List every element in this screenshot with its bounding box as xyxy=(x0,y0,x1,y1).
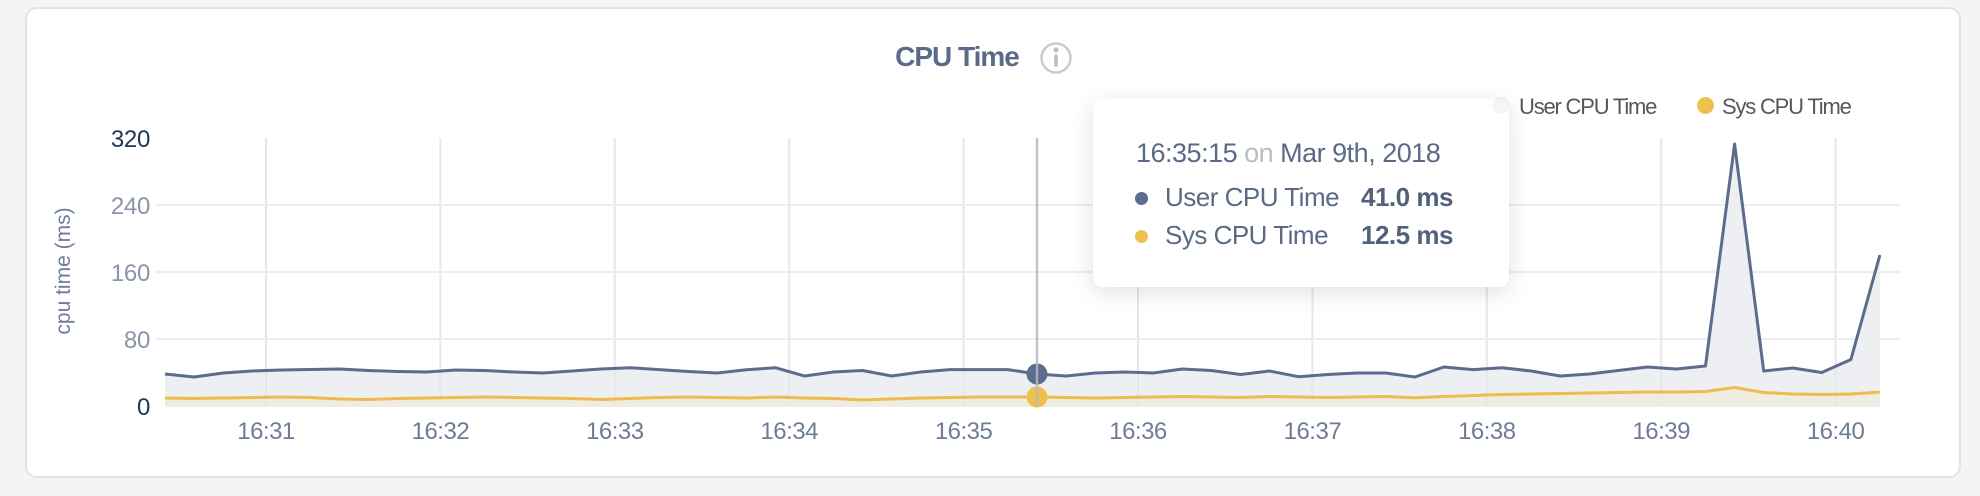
svg-text:16:35: 16:35 xyxy=(935,418,993,445)
svg-text:16:33: 16:33 xyxy=(586,418,644,445)
svg-text:80: 80 xyxy=(124,327,150,354)
svg-text:cpu time (ms): cpu time (ms) xyxy=(52,207,75,334)
svg-text:16:37: 16:37 xyxy=(1284,418,1342,445)
svg-text:16:36: 16:36 xyxy=(1109,418,1167,445)
svg-text:320: 320 xyxy=(111,126,150,153)
svg-text:160: 160 xyxy=(111,260,150,287)
svg-text:16:38: 16:38 xyxy=(1458,418,1516,445)
svg-text:240: 240 xyxy=(111,193,150,220)
svg-text:16:39: 16:39 xyxy=(1632,418,1690,445)
svg-text:16:32: 16:32 xyxy=(412,418,470,445)
svg-text:16:40: 16:40 xyxy=(1807,418,1865,445)
svg-text:16:31: 16:31 xyxy=(237,418,295,445)
svg-text:0: 0 xyxy=(137,394,150,421)
svg-text:16:34: 16:34 xyxy=(760,418,818,445)
